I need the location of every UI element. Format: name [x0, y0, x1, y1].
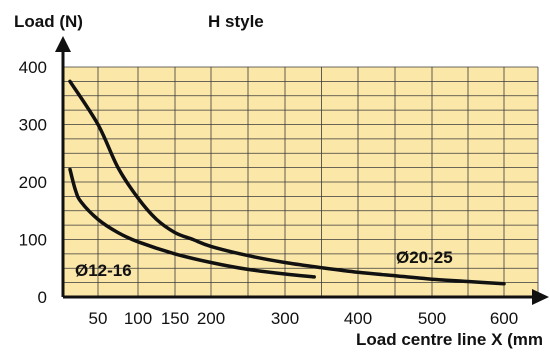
y-tick-label: 300 [19, 116, 47, 135]
x-tick-label: 100 [124, 309, 152, 328]
x-tick-label: 50 [89, 309, 108, 328]
series-label: Ø12-16 [75, 261, 132, 280]
y-tick-label: 400 [19, 58, 47, 77]
x-axis-arrow-icon [532, 289, 549, 305]
series-group [68, 79, 506, 286]
grid [63, 66, 539, 297]
x-ticks: 50 100 150 200 300 400 500 600 [89, 309, 519, 328]
x-tick-label: 400 [344, 309, 372, 328]
x-axis-label: Load centre line X (mm [356, 330, 544, 349]
series-line-2 [68, 79, 506, 286]
chart-title: H style [208, 12, 264, 31]
x-tick-label: 150 [161, 309, 189, 328]
series-labels: Ø12-16 Ø20-25 [75, 248, 453, 280]
y-tick-label: 100 [19, 231, 47, 250]
y-axis-label: Load (N) [14, 12, 83, 31]
series-label: Ø20-25 [396, 248, 453, 267]
y-ticks: 0 100 200 300 400 [19, 58, 47, 307]
x-tick-label: 300 [271, 309, 299, 328]
axes [55, 36, 549, 305]
series-line-1 [68, 167, 316, 279]
x-tick-label: 500 [418, 309, 446, 328]
x-tick-label: 200 [197, 309, 225, 328]
y-tick-label: 0 [38, 288, 47, 307]
y-tick-label: 200 [19, 173, 47, 192]
x-tick-label: 600 [490, 309, 518, 328]
y-axis-arrow-icon [55, 36, 71, 52]
